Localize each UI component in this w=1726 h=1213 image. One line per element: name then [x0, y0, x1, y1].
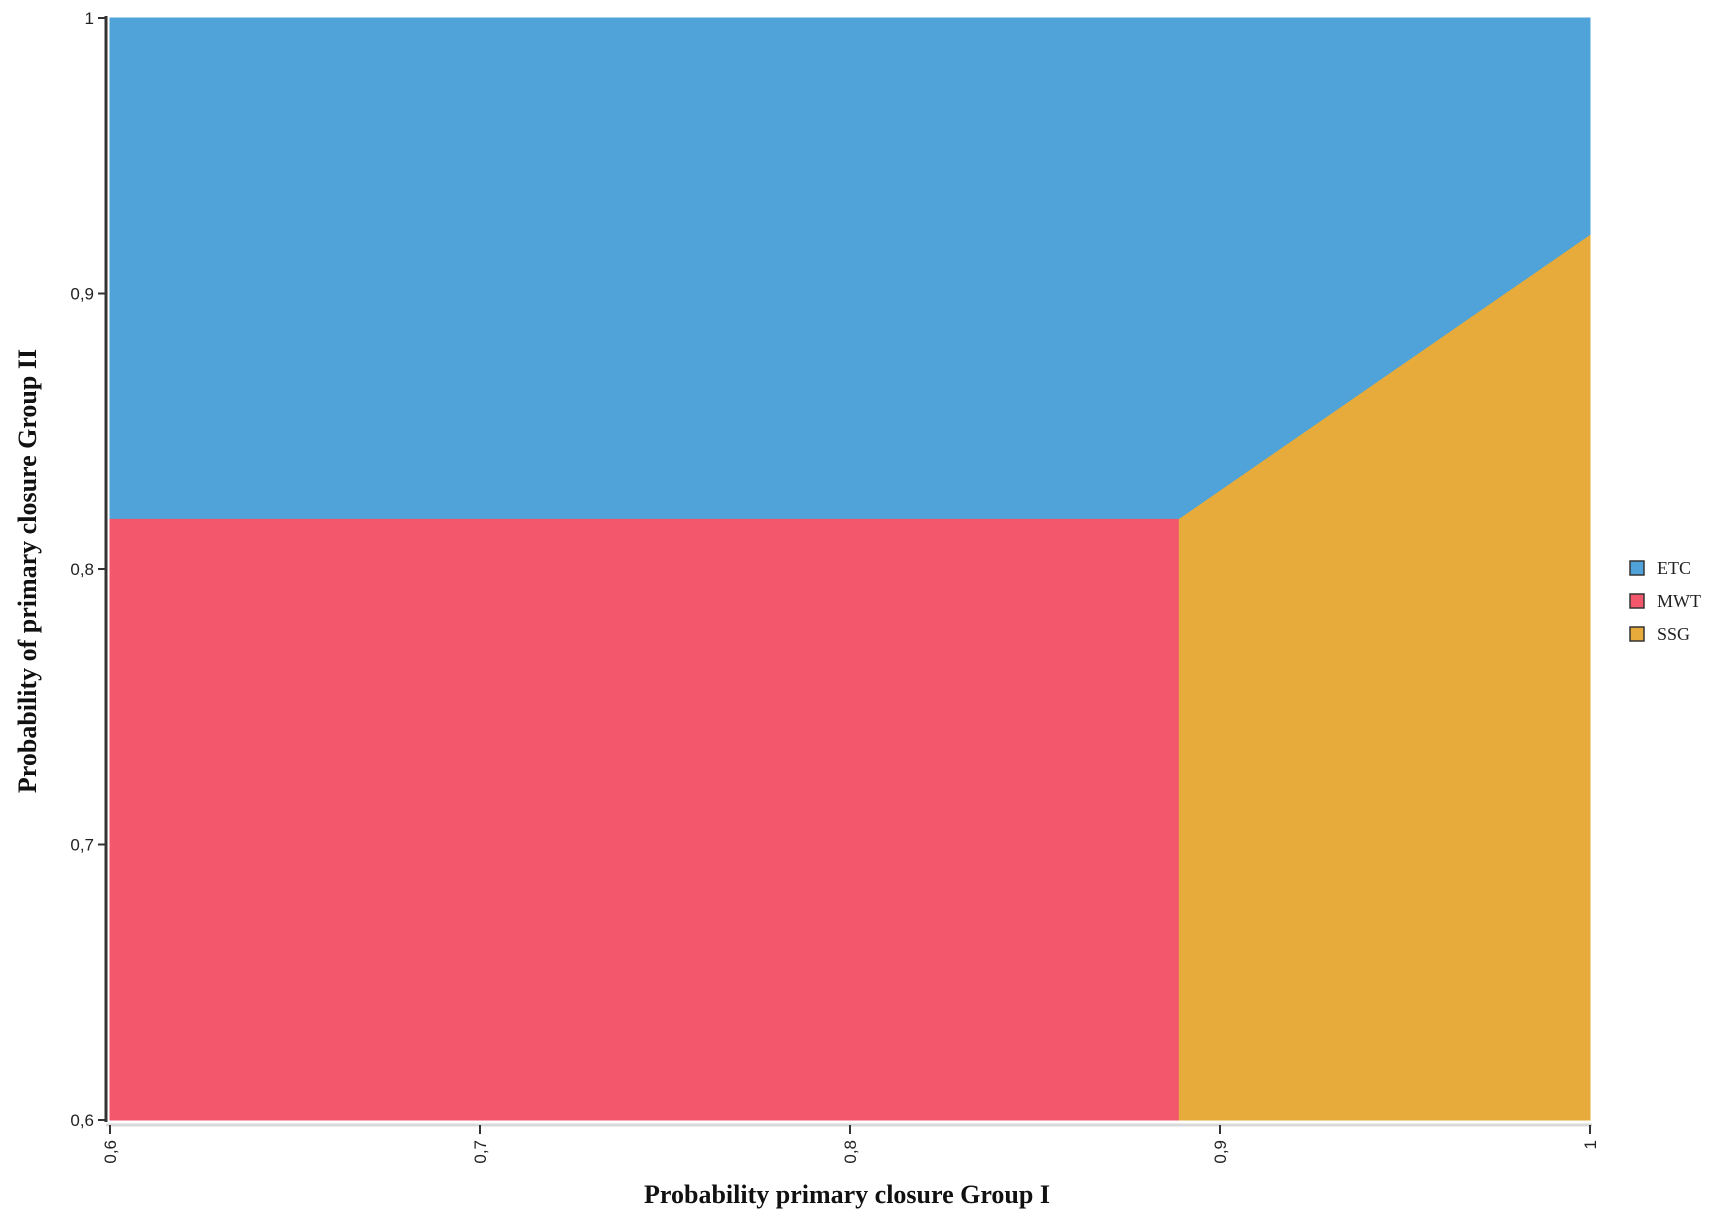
x-tick-label: 0,7 [471, 1140, 490, 1164]
y-tick-label: 1 [85, 9, 94, 28]
ticks-layer: 0,6 0,7 0,8 0,9 1 0,6 0,7 0,8 0,9 1 [70, 9, 1600, 1164]
region-mwt [109, 518, 1180, 1121]
x-tick-label: 0,9 [1211, 1140, 1230, 1164]
legend-label-mwt: MWT [1657, 591, 1701, 611]
x-tick-label: 0,6 [101, 1140, 120, 1164]
x-axis-title: Probability primary closure Group I [644, 1180, 1050, 1209]
y-axis-title: Probability of primary closure Group II [13, 349, 42, 793]
y-tick-label: 0,7 [70, 836, 94, 855]
y-tick-label: 0,6 [70, 1111, 94, 1130]
x-tick-label: 1 [1581, 1140, 1600, 1149]
legend-swatch-ssg [1629, 626, 1645, 642]
legend-label-ssg: SSG [1657, 624, 1690, 644]
legend: ETC MWT SSG [1629, 558, 1701, 644]
regions-layer [109, 17, 1591, 1121]
legend-swatch-etc [1629, 560, 1645, 576]
region-ssg [1178, 234, 1591, 1121]
x-tick-label: 0,8 [841, 1140, 860, 1164]
legend-label-etc: ETC [1657, 558, 1691, 578]
y-tick-label: 0,9 [70, 285, 94, 304]
legend-swatch-mwt [1629, 593, 1645, 609]
y-tick-label: 0,8 [70, 560, 94, 579]
